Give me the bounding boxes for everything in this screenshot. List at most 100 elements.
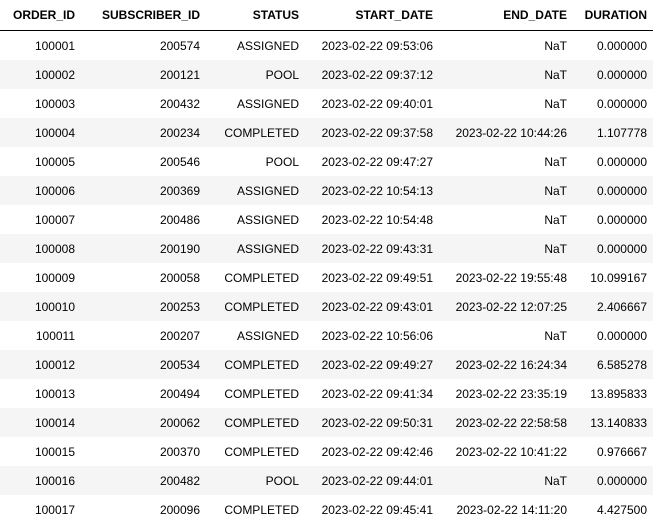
subscriber-id-cell: 200234	[81, 118, 206, 147]
subscriber-id-cell: 200058	[159, 270, 200, 285]
start-date-cell: 2023-02-22 09:53:06	[321, 38, 433, 53]
order-id-cell: 100017	[34, 502, 75, 517]
end-date-cell: 2023-02-22 10:41:22	[455, 444, 567, 459]
duration-cell: 0.976667	[596, 444, 647, 459]
subscriber-id-cell: 200574	[159, 38, 200, 53]
order-id-cell: 100011	[35, 328, 75, 343]
start-date-cell: 2023-02-22 09:49:27	[305, 350, 439, 379]
end-date-cell: 2023-02-22 23:35:19	[455, 386, 567, 401]
start-date-cell: 2023-02-22 10:54:48	[321, 212, 433, 227]
subscriber-id-cell: 200432	[159, 96, 200, 111]
end-date-cell: NaT	[544, 212, 567, 227]
order-id-cell: 100001	[34, 38, 75, 53]
column-header-end-date: END_DATE	[439, 0, 573, 31]
start-date-cell: 2023-02-22 09:41:34	[321, 386, 433, 401]
start-date-cell: 2023-02-22 10:54:13	[305, 176, 439, 205]
end-date-cell: 2023-02-22 16:24:34	[439, 350, 573, 379]
table-row: 100008 200190 ASSIGNED 2023-02-22 09:43:31 N…	[0, 234, 653, 263]
subscriber-id-cell: 200369	[81, 176, 206, 205]
start-date-cell: 2023-02-22 10:56:06	[321, 328, 433, 343]
table-row: 100007 200486 ASSIGNED 2023-02-22 10:54:48 N…	[0, 205, 653, 234]
subscriber-id-cell: 200546	[159, 154, 200, 169]
start-date-cell: 2023-02-22 09:40:01	[321, 96, 433, 111]
start-date-cell: 2023-02-22 09:44:01	[305, 466, 439, 495]
status-cell: COMPLETED	[206, 350, 305, 379]
subscriber-id-cell: 200190	[81, 234, 206, 263]
status-cell: COMPLETED	[224, 386, 299, 401]
order-id-cell: 100002	[0, 60, 81, 89]
duration-cell: 0.000000	[596, 212, 647, 227]
column-header-order-id: ORDER_ID	[0, 0, 81, 31]
status-cell: ASSIGNED	[236, 96, 299, 111]
table-row: 100002 200121 POOL 2023-02-22 09:37:12 NaT 0.…	[0, 60, 653, 89]
table-body: 100001 200574 ASSIGNED 2023-02-22 09:53:06 N…	[0, 31, 653, 525]
start-date-cell: 2023-02-22 09:43:01	[305, 292, 439, 321]
order-id-cell: 100004	[0, 118, 81, 147]
status-cell: POOL	[206, 466, 305, 495]
status-cell: COMPLETED	[224, 444, 299, 459]
duration-cell: 0.000000	[573, 466, 653, 495]
order-id-cell: 100012	[0, 350, 81, 379]
duration-cell: 0.000000	[573, 176, 653, 205]
table-row: 100014 200062 COMPLETED 2023-02-22 09:50:31…	[0, 408, 653, 437]
table-row: 100001 200574 ASSIGNED 2023-02-22 09:53:06 N…	[0, 31, 653, 61]
status-cell: COMPLETED	[206, 408, 305, 437]
status-cell: ASSIGNED	[236, 38, 299, 53]
end-date-cell: 2023-02-22 10:44:26	[439, 118, 573, 147]
order-id-cell: 100016	[0, 466, 81, 495]
start-date-cell: 2023-02-22 09:42:46	[321, 444, 433, 459]
table-row: 100015 200370 COMPLETED 2023-02-22 09:42:46…	[0, 437, 653, 466]
subscriber-id-cell: 200207	[159, 328, 200, 343]
order-id-cell: 100006	[0, 176, 81, 205]
order-id-cell: 100008	[0, 234, 81, 263]
subscriber-id-cell: 200121	[81, 60, 206, 89]
duration-cell: 0.000000	[596, 96, 647, 111]
column-header-subscriber-id: SUBSCRIBER_ID	[81, 0, 206, 31]
duration-cell: 0.000000	[596, 38, 647, 53]
table-row: 100006 200369 ASSIGNED 2023-02-22 10:54:13 N…	[0, 176, 653, 205]
table-row: 100011 200207 ASSIGNED 2023-02-22 10:56:06 N…	[0, 321, 653, 350]
subscriber-id-cell: 200494	[159, 386, 200, 401]
end-date-cell: 2023-02-22 14:11:20	[456, 502, 567, 517]
column-header-status: STATUS	[206, 0, 305, 31]
duration-cell: 6.585278	[573, 350, 653, 379]
column-header-start-date: START_DATE	[305, 0, 439, 31]
end-date-cell: NaT	[439, 234, 573, 263]
start-date-cell: 2023-02-22 09:37:58	[305, 118, 439, 147]
table-row: 100003 200432 ASSIGNED 2023-02-22 09:40:01 N…	[0, 89, 653, 118]
end-date-cell: NaT	[544, 154, 567, 169]
column-header-duration: DURATION	[573, 0, 653, 31]
duration-cell: 0.000000	[596, 328, 647, 343]
order-id-cell: 100007	[34, 212, 75, 227]
status-cell: ASSIGNED	[206, 234, 305, 263]
start-date-cell: 2023-02-22 09:45:41	[321, 502, 433, 517]
subscriber-id-cell: 200482	[81, 466, 206, 495]
table-row: 100012 200534 COMPLETED 2023-02-22 09:49:27…	[0, 350, 653, 379]
end-date-cell: NaT	[439, 176, 573, 205]
order-id-cell: 100013	[34, 386, 75, 401]
start-date-cell: 2023-02-22 09:49:51	[321, 270, 433, 285]
status-cell: COMPLETED	[224, 270, 299, 285]
duration-cell: 13.895833	[590, 386, 647, 401]
table-row: 100009 200058 COMPLETED 2023-02-22 09:49:51…	[0, 263, 653, 292]
table-header: ORDER_ID SUBSCRIBER_ID STATUS START_DATE…	[0, 0, 653, 31]
end-date-cell: NaT	[544, 328, 567, 343]
table-row: 100004 200234 COMPLETED 2023-02-22 09:37:58…	[0, 118, 653, 147]
duration-cell: 2.406667	[573, 292, 653, 321]
end-date-cell: 2023-02-22 19:55:48	[455, 270, 567, 285]
subscriber-id-cell: 200534	[81, 350, 206, 379]
status-cell: COMPLETED	[206, 118, 305, 147]
status-cell: POOL	[265, 154, 299, 169]
subscriber-id-cell: 200096	[159, 502, 200, 517]
subscriber-id-cell: 200253	[81, 292, 206, 321]
subscriber-id-cell: 200062	[81, 408, 206, 437]
end-date-cell: 2023-02-22 12:07:25	[439, 292, 573, 321]
subscriber-id-cell: 200486	[159, 212, 200, 227]
start-date-cell: 2023-02-22 09:50:31	[305, 408, 439, 437]
status-cell: ASSIGNED	[206, 176, 305, 205]
duration-cell: 0.000000	[596, 154, 647, 169]
duration-cell: 13.140833	[573, 408, 653, 437]
end-date-cell: NaT	[544, 38, 567, 53]
header-row: ORDER_ID SUBSCRIBER_ID STATUS START_DATE…	[0, 0, 653, 31]
duration-cell: 10.099167	[590, 270, 647, 285]
